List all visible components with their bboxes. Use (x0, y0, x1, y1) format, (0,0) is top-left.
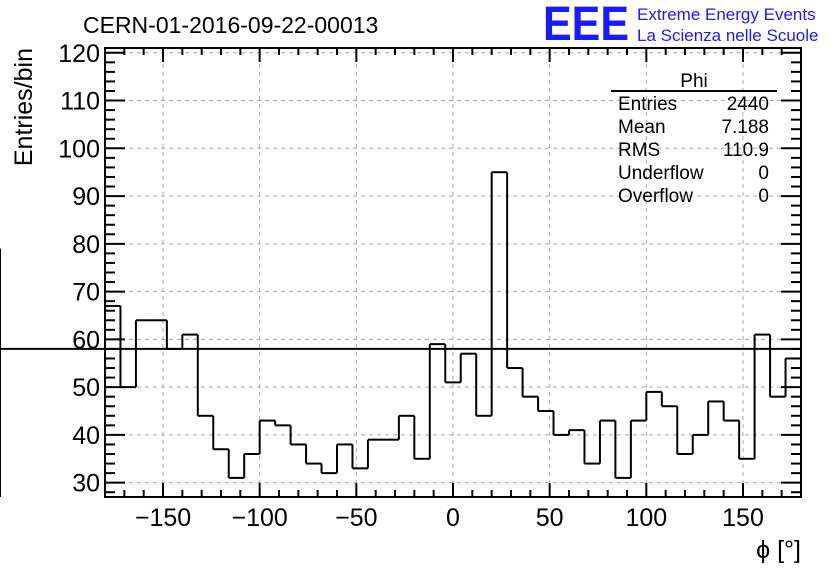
x-tick-label: 0 (446, 504, 460, 532)
stats-title: Phi (680, 71, 707, 92)
stats-label-entries: Entries (618, 94, 677, 115)
logo-line-1: Extreme Energy Events (637, 5, 816, 24)
y-tick-label: 60 (72, 326, 100, 354)
stats-value-rms: 110.9 (723, 140, 769, 161)
tick-labels: −150 −100 −50 0 50 100 150 30 40 50 60 70 80 90 100 110… (58, 40, 764, 532)
histogram-bars (0, 171, 802, 497)
x-tick-label: −50 (335, 504, 377, 532)
stats-label-underflow: Underflow (618, 163, 704, 184)
x-tick-label: 100 (625, 504, 667, 532)
stats-value-mean: 7.188 (721, 117, 769, 138)
y-tick-label: 90 (72, 183, 100, 211)
stats-box: Phi Entries 2440 Mean 7.188 RMS 110.9 Un… (611, 71, 777, 207)
y-tick-label: 30 (72, 470, 100, 498)
stats-value-overflow: 0 (758, 186, 769, 207)
x-tick-label: 150 (722, 504, 764, 532)
y-axis-label: Entries/bin (10, 48, 38, 166)
axis-ticks (104, 48, 802, 497)
y-tick-label: 100 (58, 135, 100, 163)
y-tick-label: 80 (72, 231, 100, 259)
y-tick-label: 70 (72, 279, 100, 307)
y-tick-label: 50 (72, 374, 100, 402)
y-tick-label: 40 (72, 422, 100, 450)
y-tick-label: 120 (58, 40, 100, 68)
logo-wordmark: EEE (543, 0, 629, 51)
stats-value-entries: 2440 (727, 94, 769, 115)
x-tick-label: 50 (536, 504, 564, 532)
eee-logo: EEE Extreme Energy Events La Scienza nel… (543, 0, 818, 51)
stats-value-underflow: 0 (758, 163, 769, 184)
chart-title: CERN-01-2016-09-22-00013 (83, 12, 378, 38)
y-tick-label: 110 (60, 88, 100, 116)
x-tick-label: −100 (232, 504, 288, 532)
stats-label-mean: Mean (618, 117, 666, 138)
stats-label-overflow: Overflow (618, 186, 693, 207)
stats-label-rms: RMS (618, 140, 660, 161)
x-axis-label: ϕ [°] (756, 536, 801, 564)
grid-lines (105, 48, 801, 497)
logo-line-2: La Scienza nelle Scuole (637, 26, 818, 45)
x-tick-label: −150 (135, 504, 191, 532)
